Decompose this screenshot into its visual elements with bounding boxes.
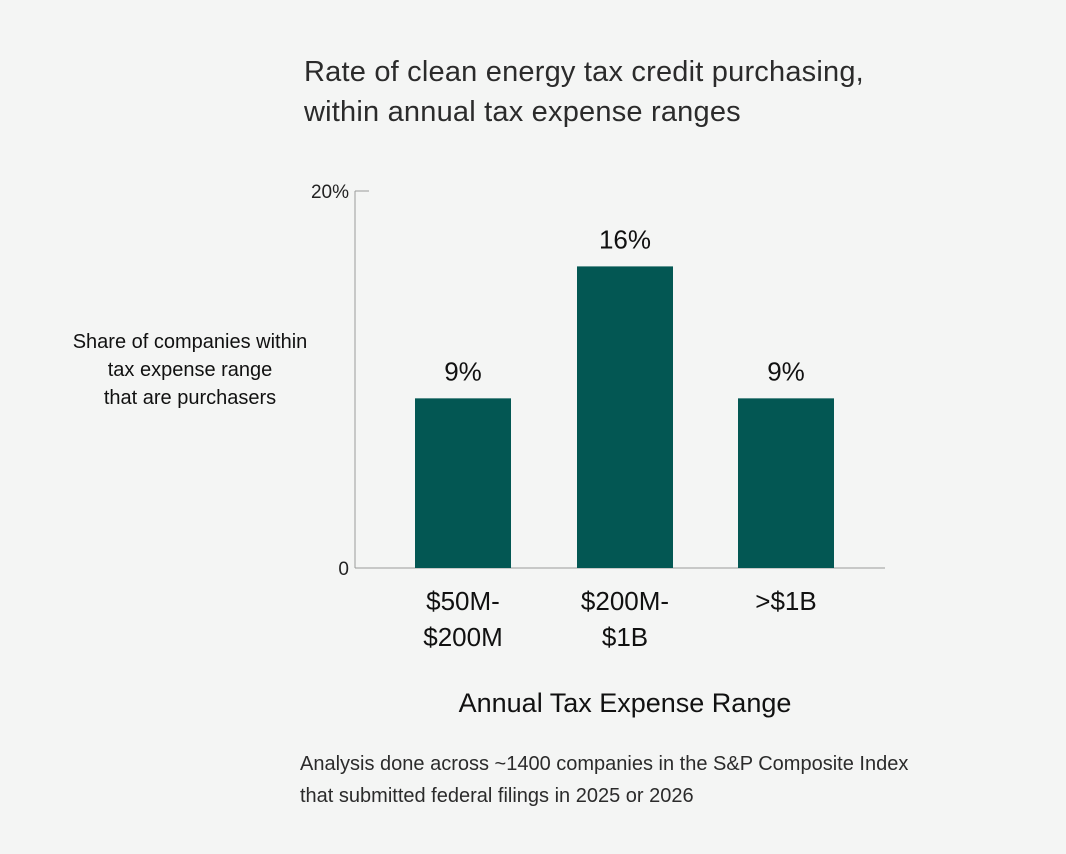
y-axis-title-line-2: tax expense range <box>107 359 273 381</box>
chart-title-line-1: Rate of clean energy tax credit purchasi… <box>304 56 864 88</box>
footnote: Analysis done across ~1400 companies in … <box>300 748 1040 812</box>
x-category-label: $200M- $1B <box>581 586 669 652</box>
chart-title: Rate of clean energy tax credit purchasi… <box>304 52 1024 132</box>
y-axis-title-line-3: that are purchasers <box>103 387 277 409</box>
x-category-label-line: $50M- <box>426 586 500 616</box>
y-tick-label: 20% <box>311 182 349 203</box>
footnote-line-1: Analysis done across ~1400 companies in … <box>300 753 909 775</box>
bar-data-label: 9% <box>767 356 805 386</box>
x-axis-title: Annual Tax Expense Range <box>458 688 792 718</box>
y-axis-title: Share of companies within tax expense ra… <box>40 328 340 412</box>
bar <box>577 266 673 568</box>
chart-title-line-2: within annual tax expense ranges <box>304 96 741 128</box>
footnote-line-2: that submitted federal filings in 2025 o… <box>300 785 694 807</box>
x-category-label: >$1B <box>755 586 816 616</box>
x-category-label: $50M- $200M <box>423 586 503 652</box>
y-axis-title-line-1: Share of companies within <box>72 331 308 353</box>
bar-data-label: 16% <box>599 224 651 254</box>
x-category-label-line: $200M- <box>581 586 669 616</box>
bar <box>738 398 834 568</box>
x-category-label-line: $1B <box>602 622 648 652</box>
bar <box>415 398 511 568</box>
x-category-label-line: $200M <box>423 622 503 652</box>
y-tick-label: 0 <box>338 559 349 580</box>
bar-data-label: 9% <box>444 356 482 386</box>
x-category-label-line: >$1B <box>755 586 816 616</box>
